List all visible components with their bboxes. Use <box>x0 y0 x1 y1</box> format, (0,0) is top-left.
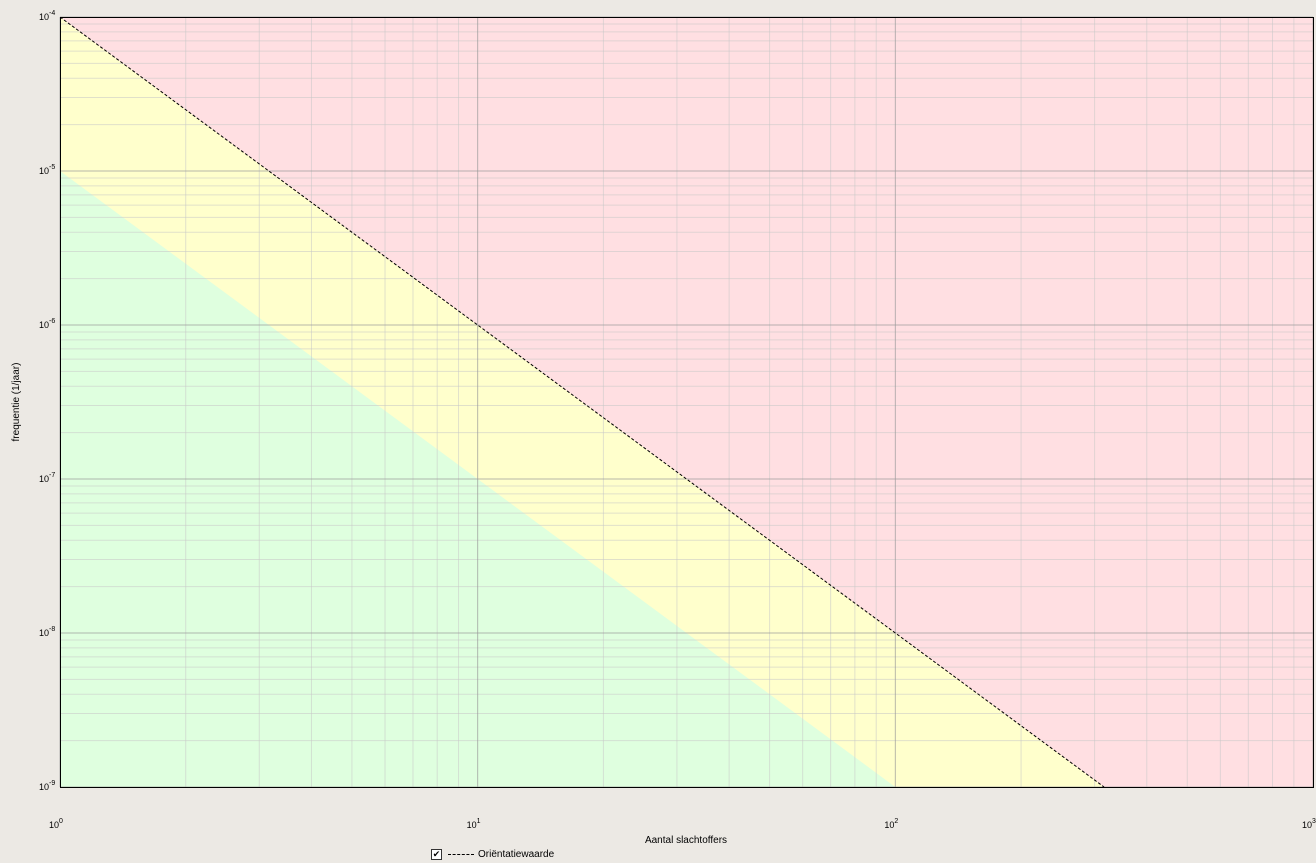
minor-grid <box>60 17 1313 787</box>
y-tick-label: 10 -5 <box>39 164 55 176</box>
y-axis-title: frequentie (1/jaar) <box>11 363 22 442</box>
svg-text:0: 0 <box>59 818 63 825</box>
svg-text:10: 10 <box>39 320 49 330</box>
svg-text:10: 10 <box>39 782 49 792</box>
svg-text:3: 3 <box>1312 818 1316 825</box>
svg-text:-5: -5 <box>49 164 55 171</box>
svg-text:2: 2 <box>894 818 898 825</box>
svg-text:10: 10 <box>884 820 894 830</box>
series-line-orientatiewaarde <box>60 17 1105 787</box>
legend: ✔ Oriëntatiewaarde <box>431 847 554 861</box>
svg-text:10: 10 <box>39 166 49 176</box>
svg-text:10: 10 <box>39 474 49 484</box>
x-tick-label: 10 1 <box>467 818 481 830</box>
svg-text:10: 10 <box>1302 820 1312 830</box>
legend-checkbox[interactable]: ✔ <box>431 848 442 860</box>
x-tick-label: 10 3 <box>1302 818 1316 830</box>
x-tick-label: 10 0 <box>49 818 63 830</box>
x-axis-title: Aantal slachtoffers <box>645 835 727 846</box>
svg-text:-9: -9 <box>49 780 55 787</box>
svg-text:10: 10 <box>39 628 49 638</box>
y-tick-label: 10 -9 <box>39 780 55 792</box>
svg-text:1: 1 <box>477 818 481 825</box>
y-tick-label: 10 -4 <box>39 10 55 22</box>
x-tick-labels: 10 0 10 1 10 2 10 3 <box>49 818 1316 830</box>
y-tick-label: 10 -6 <box>39 318 55 330</box>
svg-text:-7: -7 <box>49 472 55 479</box>
svg-text:10: 10 <box>39 12 49 22</box>
risk-zones <box>60 17 1313 787</box>
legend-label: Oriëntatiewaarde <box>478 848 555 860</box>
svg-text:10: 10 <box>49 820 59 830</box>
svg-text:-4: -4 <box>49 10 55 17</box>
plot-border <box>60 17 1314 788</box>
y-tick-label: 10 -8 <box>39 626 55 638</box>
y-tick-labels: 10-410-510-610-710-810-9 <box>39 10 55 792</box>
series-layer <box>60 17 1105 787</box>
svg-text:-8: -8 <box>49 626 55 633</box>
x-tick-label: 10 2 <box>884 818 898 830</box>
legend-line-swatch <box>448 853 474 855</box>
svg-text:-6: -6 <box>49 318 55 325</box>
svg-text:10: 10 <box>467 820 477 830</box>
y-tick-label: 10 -7 <box>39 472 55 484</box>
